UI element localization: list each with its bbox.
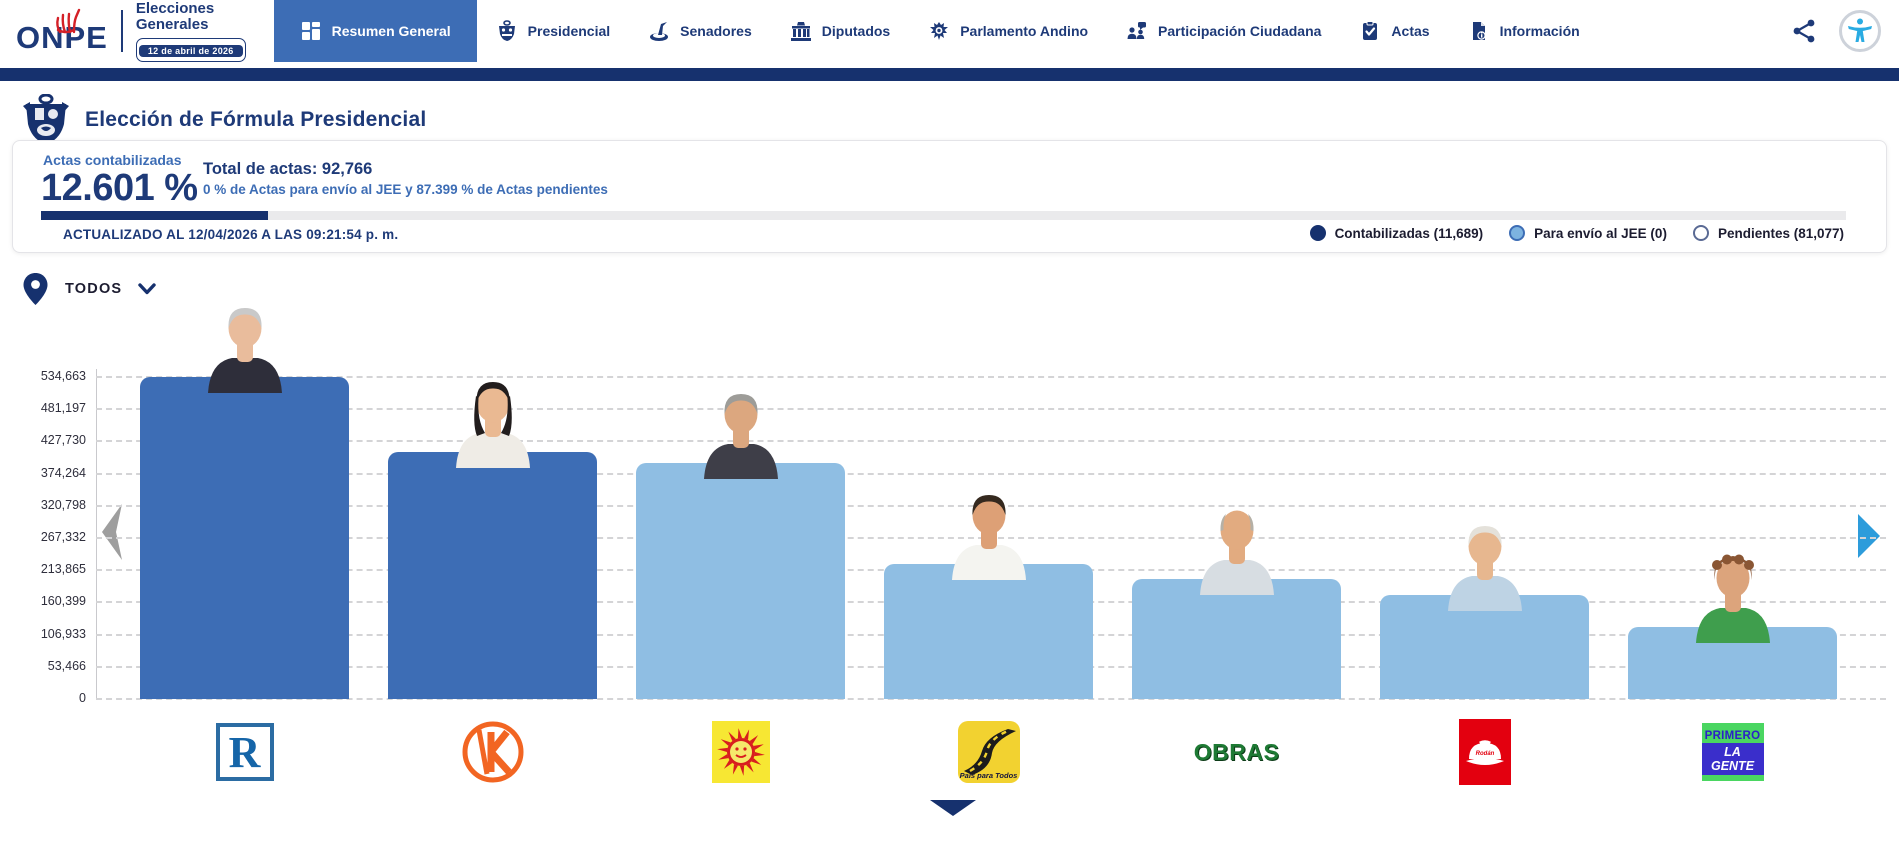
nav-item-presidencial[interactable]: Presidencial xyxy=(477,0,630,62)
party-logo-5: OBRAS xyxy=(1193,738,1280,765)
legend-para-envio-jee: Para envío al JEE (0) xyxy=(1509,225,1667,241)
actas-legend: Contabilizadas (11,689) Para envío al JE… xyxy=(1309,225,1844,241)
gridline xyxy=(96,376,1886,378)
y-axis-tick-label: 481,197 xyxy=(40,401,86,416)
candidate-photo-3 xyxy=(689,387,793,484)
carousel-right-arrow[interactable] xyxy=(1856,512,1882,560)
building-icon xyxy=(790,22,811,41)
party-logo-6: Rodán xyxy=(1440,716,1530,788)
nav-item-participacion-ciudadana[interactable]: Participación Ciudadana xyxy=(1107,0,1340,62)
onpe-name: ONPE xyxy=(16,20,108,55)
carousel-left-arrow[interactable] xyxy=(98,502,124,562)
y-axis-tick-label: 213,865 xyxy=(40,562,86,577)
page-title-row: Elección de Fórmula Presidencial xyxy=(22,94,426,146)
actas-percent-value: 12.601 % xyxy=(41,167,198,209)
y-axis-tick-label: 0 xyxy=(79,691,86,705)
accessibility-button[interactable] xyxy=(1839,10,1881,52)
header-accent-strip xyxy=(0,68,1899,81)
candidate-photo-1 xyxy=(193,301,297,398)
onpe-logo: ONPE Elecciones Generales 12 de abril de… xyxy=(0,0,262,62)
gridline xyxy=(96,698,1886,700)
election-brand: Elecciones Generales 12 de abril de 2026 xyxy=(135,0,246,62)
actas-summary-card: Actas contabilizadas 12.601 % Total de a… xyxy=(12,140,1887,253)
logo-divider xyxy=(120,10,123,52)
page-title: Elección de Fórmula Presidencial xyxy=(85,108,427,131)
senators-icon xyxy=(650,22,669,41)
candidate-photo-4 xyxy=(937,488,1041,585)
party-logo-1: R xyxy=(200,716,290,788)
main-nav: Resumen General Presidencial Senadores xyxy=(273,0,1599,62)
candidate-photo-7 xyxy=(1681,551,1785,648)
party-logo-3 xyxy=(696,716,786,788)
y-axis-tick-label: 267,332 xyxy=(40,529,86,544)
nav-item-informacion[interactable]: Información xyxy=(1449,0,1599,62)
clipboard-check-icon xyxy=(1363,21,1378,40)
candidate-photo-5 xyxy=(1185,503,1289,600)
y-axis-tick-label: 320,798 xyxy=(40,497,86,512)
candidate-bar-3[interactable] xyxy=(636,462,845,699)
gridline xyxy=(96,440,1886,443)
candidate-bar-5[interactable] xyxy=(1132,579,1341,699)
crest-icon xyxy=(498,20,515,41)
y-axis-tick-label: 374,264 xyxy=(40,465,86,480)
nav-item-senadores[interactable]: Senadores xyxy=(629,0,771,62)
accessibility-icon xyxy=(1848,18,1872,42)
y-axis-tick-label: 160,399 xyxy=(40,594,86,609)
header-actions xyxy=(1791,0,1899,62)
scroll-down-chevron[interactable] xyxy=(928,798,978,818)
actas-detail-text: 0 % de Actas para envío al JEE y 87.399 … xyxy=(203,182,608,197)
candidate-bar-4[interactable] xyxy=(884,564,1093,699)
actas-progress-bar xyxy=(41,211,1846,220)
actas-contabilizadas-label: Actas contabilizadas xyxy=(43,152,182,168)
party-logo-7: PRIMERO LA GENTE xyxy=(1688,716,1778,788)
grid-icon xyxy=(301,22,320,40)
onpe-wordmark: ONPE xyxy=(16,6,108,56)
candidate-bar-1[interactable] xyxy=(140,377,349,699)
gridline xyxy=(96,472,1886,475)
legend-contabilizadas: Contabilizadas (11,689) xyxy=(1309,225,1483,241)
svg-text:Rodán: Rodán xyxy=(1475,751,1494,757)
candidate-bar-6[interactable] xyxy=(1380,594,1589,699)
doc-info-icon xyxy=(1472,22,1486,40)
nav-item-diputados[interactable]: Diputados xyxy=(771,0,909,62)
top-nav-bar: ONPE Elecciones Generales 12 de abril de… xyxy=(0,0,1899,62)
voting-hand-icon xyxy=(56,8,81,34)
y-axis-line xyxy=(96,369,97,699)
party-logo-2 xyxy=(448,716,538,788)
region-filter-dropdown[interactable]: TODOS xyxy=(22,272,156,306)
y-axis-tick-label: 427,730 xyxy=(40,433,86,448)
election-title-line1: Elecciones xyxy=(135,0,215,17)
nav-item-actas[interactable]: Actas xyxy=(1340,0,1448,62)
condor-icon xyxy=(930,22,949,40)
election-title-line2: Generales xyxy=(135,16,209,33)
share-icon[interactable] xyxy=(1791,18,1817,44)
candidate-photo-2 xyxy=(441,376,545,473)
legend-dot-contabilizadas xyxy=(1309,225,1326,241)
actas-progress-fill xyxy=(41,211,269,220)
candidate-bar-2[interactable] xyxy=(388,452,597,699)
nav-item-resumen-general[interactable]: Resumen General xyxy=(273,0,477,62)
presidential-results-bar-chart: 0 53,466 106,933 160,399 213,865 267,332 320,7… xyxy=(0,308,1899,868)
y-axis-tick-label: 53,466 xyxy=(47,658,86,673)
location-pin-icon xyxy=(23,273,48,305)
gridline xyxy=(96,408,1886,411)
legend-dot-pendientes xyxy=(1692,225,1709,241)
updated-timestamp: ACTUALIZADO AL 12/04/2026 A LAS 09:21:54… xyxy=(63,227,399,242)
candidate-photo-6 xyxy=(1433,519,1537,616)
people-icon xyxy=(1127,22,1147,39)
legend-dot-para-envio xyxy=(1509,225,1526,241)
total-actas-value: Total de actas: 92,766 xyxy=(203,160,373,178)
party-logo-4: País para Todos xyxy=(944,716,1034,788)
legend-pendientes: Pendientes (81,077) xyxy=(1692,225,1844,241)
nav-item-parlamento-andino[interactable]: Parlamento Andino xyxy=(909,0,1107,62)
peru-coat-of-arms-icon xyxy=(23,94,69,144)
y-axis-tick-label: 534,663 xyxy=(40,369,86,383)
chevron-down-icon xyxy=(138,283,156,295)
region-filter-value: TODOS xyxy=(65,281,123,297)
y-axis-tick-label: 106,933 xyxy=(40,626,86,641)
election-date-badge: 12 de abril de 2026 xyxy=(135,37,246,62)
